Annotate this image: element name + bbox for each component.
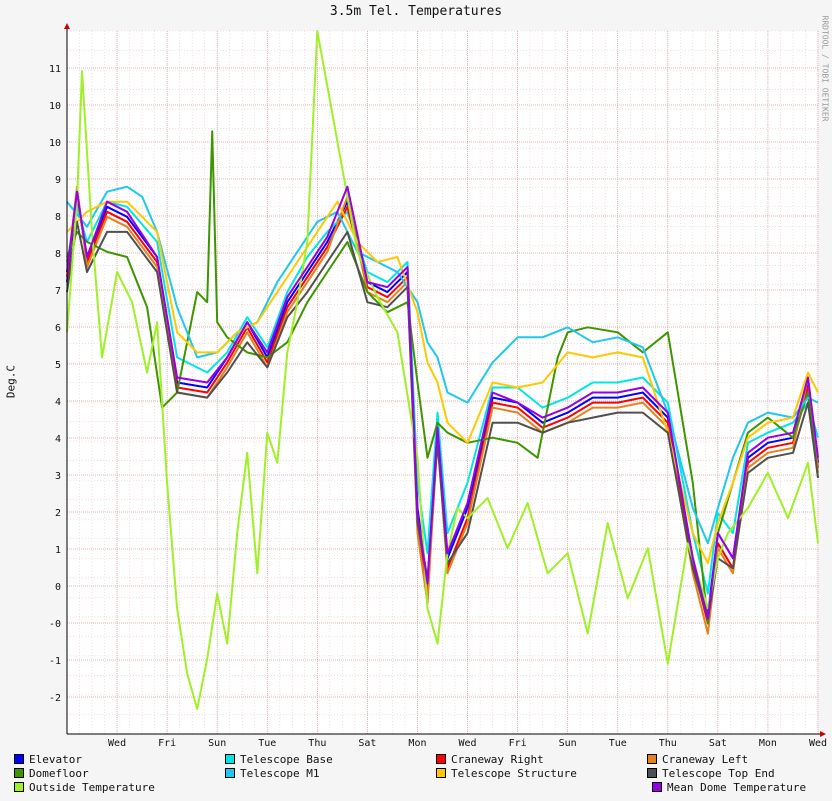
legend-item-mean-dome-temperature: Mean Dome Temperature <box>652 780 806 794</box>
x-tick-label: Thu <box>659 738 677 749</box>
x-tick-label: Sat <box>358 738 376 749</box>
series-line-mean-dome-temperature <box>66 185 819 620</box>
legend-swatch <box>225 768 235 778</box>
legend-item-outside-temperature: Outside Temperature <box>14 780 155 794</box>
x-tick-label: Sat <box>709 738 727 749</box>
legend-label: Elevator <box>29 752 82 766</box>
legend-label: Outside Temperature <box>29 780 155 794</box>
x-tick-label: Wed <box>459 738 477 749</box>
chart-title: 3.5m Tel. Temperatures <box>329 4 503 19</box>
x-axis-arrow <box>820 731 826 737</box>
y-tick-label: 2 <box>55 508 61 519</box>
y-tick-label: 4 <box>55 397 61 408</box>
y-tick-label: 5 <box>55 360 61 371</box>
y-tick-label: 10 <box>49 101 61 112</box>
x-tick-label: Tue <box>609 738 627 749</box>
series-layer <box>66 30 819 710</box>
legend-label: Telescope M1 <box>240 766 320 780</box>
y-tick-label: -2 <box>49 693 61 704</box>
y-tick-label: 0 <box>55 582 61 593</box>
y-tick-label: 8 <box>55 249 61 260</box>
legend-swatch <box>225 754 235 764</box>
legend-item-elevator: Elevator <box>14 752 82 766</box>
series-line-domefloor <box>66 130 819 625</box>
legend-item-telescope-top-end: Telescope Top End <box>647 766 775 780</box>
legend-label: Mean Dome Temperature <box>667 780 807 794</box>
x-tick-label: Wed <box>809 738 827 749</box>
x-tick-label: Fri <box>158 738 176 749</box>
axes: -2 -1 -0 0 1 2 3 4 4 5 6 7 8 8 9 10 10 11 Wed Fri Sun Tue Thu S… <box>49 23 827 749</box>
legend-item-telescope-structure: Telescope Structure <box>436 766 577 780</box>
legend-swatch <box>436 768 446 778</box>
y-tick-label: 1 <box>55 545 61 556</box>
series-line-telescope-structure <box>66 200 819 565</box>
legend: Elevator Telescope Base Craneway Right C… <box>0 750 832 801</box>
x-tick-label: Mon <box>759 738 777 749</box>
x-tick-label: Sun <box>208 738 226 749</box>
legend-label: Telescope Top End <box>662 766 775 780</box>
y-axis-arrow <box>64 23 70 29</box>
legend-swatch <box>647 768 657 778</box>
legend-label: Telescope Structure <box>451 766 577 780</box>
legend-label: Craneway Left <box>662 752 749 766</box>
legend-item-craneway-right: Craneway Right <box>436 752 544 766</box>
x-tick-label: Wed <box>108 738 126 749</box>
y-tick-label: 10 <box>49 138 61 149</box>
legend-label: Craneway Right <box>451 752 544 766</box>
x-tick-label: Tue <box>258 738 276 749</box>
y-tick-label: -0 <box>49 619 61 630</box>
grid-lines <box>66 30 819 735</box>
series-line-telescope-m1 <box>66 185 819 545</box>
y-tick-label: 6 <box>55 323 61 334</box>
legend-swatch <box>652 782 662 792</box>
series-line-telescope-base <box>66 200 819 595</box>
x-tick-label: Fri <box>509 738 527 749</box>
y-tick-label: 3 <box>55 471 61 482</box>
y-tick-label: -1 <box>49 656 61 667</box>
legend-swatch <box>14 768 24 778</box>
legend-swatch <box>436 754 446 764</box>
legend-swatch <box>14 754 24 764</box>
y-tick-label: 11 <box>49 64 61 75</box>
x-tick-label: Thu <box>308 738 326 749</box>
x-tick-label: Sun <box>559 738 577 749</box>
y-tick-label: 9 <box>55 175 61 186</box>
legend-swatch <box>647 754 657 764</box>
x-tick-label: Mon <box>408 738 426 749</box>
legend-label: Domefloor <box>29 766 89 780</box>
legend-label: Telescope Base <box>240 752 333 766</box>
legend-item-telescope-base: Telescope Base <box>225 752 333 766</box>
legend-swatch <box>14 782 24 792</box>
legend-item-telescope-m1: Telescope M1 <box>225 766 319 780</box>
y-tick-label: 4 <box>55 434 61 445</box>
legend-item-craneway-left: Craneway Left <box>647 752 748 766</box>
y-tick-label: 8 <box>55 212 61 223</box>
legend-item-domefloor: Domefloor <box>14 766 89 780</box>
y-tick-label: 7 <box>55 286 61 297</box>
series-line-outside-temperature <box>66 30 819 710</box>
